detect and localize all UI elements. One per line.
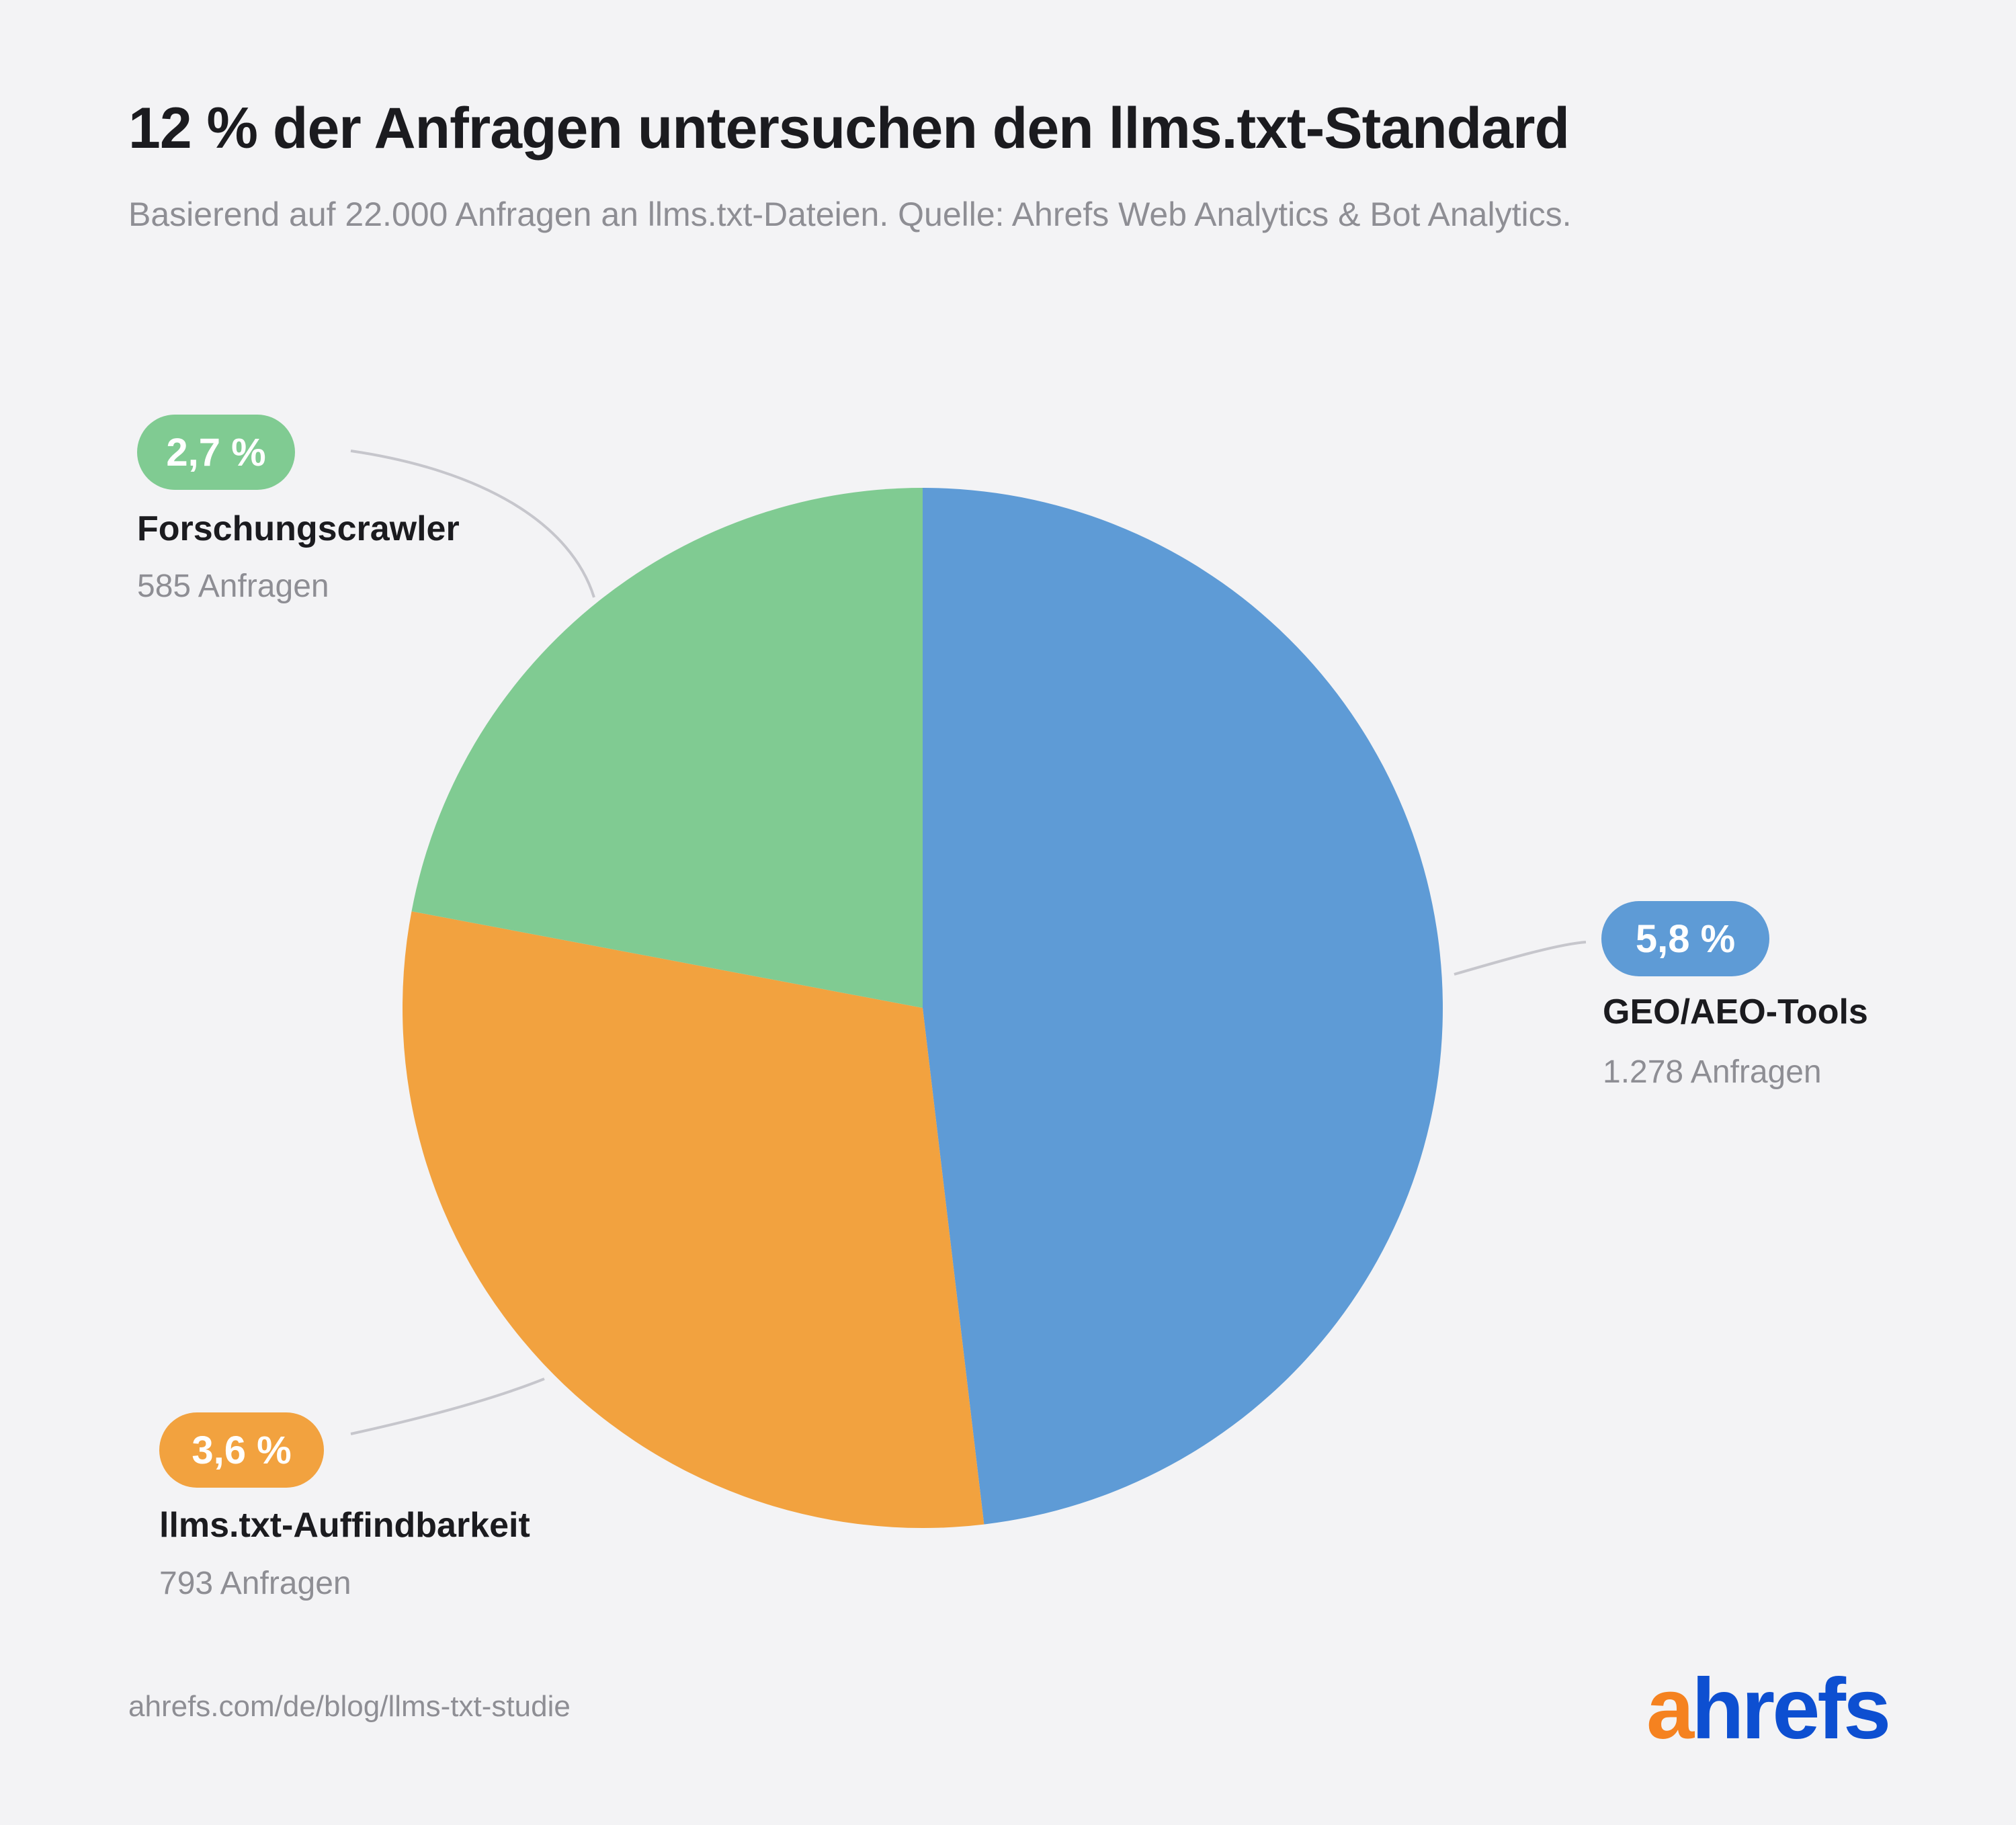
- leader-lines: [350, 450, 1587, 1435]
- leader-line-llms-txt-auffindbarkeit: [350, 1377, 545, 1435]
- category-label-forschungscrawler: Forschungscrawler: [137, 509, 460, 548]
- category-label-geo-aeo-tools: GEO/AEO-Tools: [1603, 992, 1868, 1031]
- category-count-llms-txt-auffindbarkeit: 793 Anfragen: [159, 1566, 351, 1601]
- pie-slice-geo-aeo-tools: [923, 488, 1443, 1525]
- category-count-geo-aeo-tools: 1.278 Anfragen: [1603, 1054, 1822, 1090]
- percent-badge-forschungscrawler: 2,7 %: [137, 415, 295, 490]
- footer-source-url: ahrefs.com/de/blog/llms-txt-studie: [128, 1690, 571, 1723]
- category-count-forschungscrawler: 585 Anfragen: [137, 568, 329, 604]
- leader-line-geo-aeo-tools: [1454, 941, 1587, 976]
- ahrefs-logo: ahrefs: [1646, 1660, 1891, 1758]
- chart-title: 12 % der Anfragen untersuchen den llms.t…: [128, 96, 1570, 161]
- chart-subtitle: Basierend auf 22.000 Anfragen an llms.tx…: [128, 196, 1572, 233]
- pie-slice-forschungscrawler: [411, 488, 923, 1008]
- percent-badge-llms-txt-auffindbarkeit: 3,6 %: [159, 1412, 324, 1488]
- logo-part-a: a: [1646, 1661, 1694, 1757]
- pie-slice-llms-txt-auffindbarkeit: [403, 911, 984, 1528]
- pie-slices: [403, 488, 1443, 1528]
- logo-part-hrefs: hrefs: [1691, 1661, 1891, 1757]
- leader-line-forschungscrawler: [350, 450, 595, 598]
- category-label-llms-txt-auffindbarkeit: llms.txt-Auffindbarkeit: [159, 1506, 530, 1545]
- percent-badge-geo-aeo-tools: 5,8 %: [1601, 901, 1769, 976]
